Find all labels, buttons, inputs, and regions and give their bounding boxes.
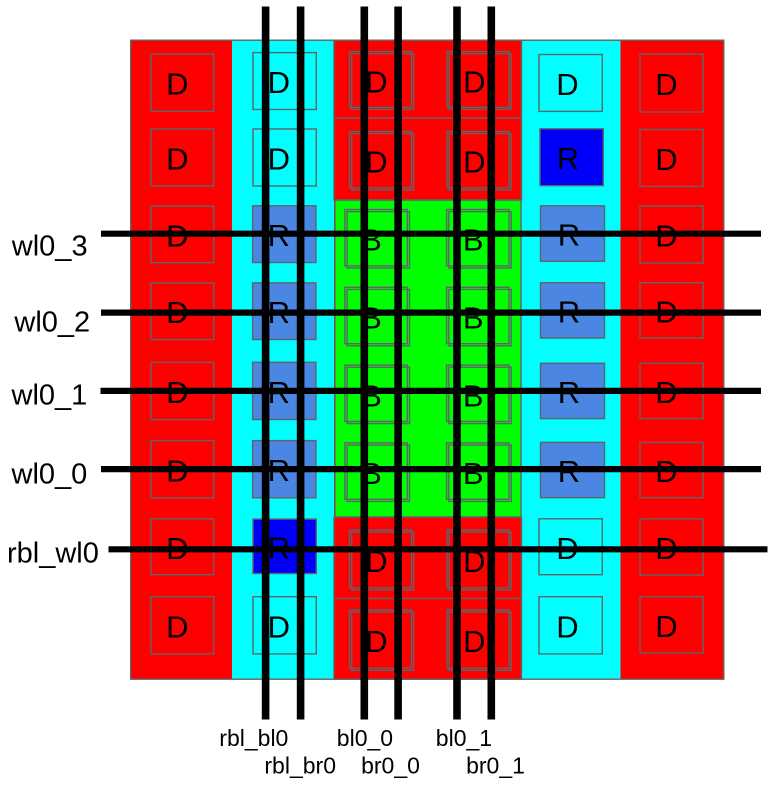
svg-text:D: D xyxy=(365,624,387,659)
svg-text:D: D xyxy=(463,624,485,659)
svg-text:br0_0: br0_0 xyxy=(361,752,420,778)
svg-text:D: D xyxy=(268,142,290,177)
svg-text:B: B xyxy=(463,223,484,258)
svg-text:D: D xyxy=(655,67,677,102)
svg-text:D: D xyxy=(556,609,578,644)
svg-text:D: D xyxy=(463,544,485,579)
svg-text:B: B xyxy=(463,301,484,336)
svg-text:B: B xyxy=(463,456,484,491)
svg-text:D: D xyxy=(655,142,677,177)
svg-text:D: D xyxy=(463,145,485,180)
svg-text:D: D xyxy=(463,65,485,100)
svg-text:B: B xyxy=(463,378,484,413)
svg-text:wl0_2: wl0_2 xyxy=(13,306,90,338)
svg-text:R: R xyxy=(557,141,579,176)
svg-text:D: D xyxy=(166,67,188,102)
svg-text:bl0_1: bl0_1 xyxy=(436,725,492,751)
svg-text:bl0_0: bl0_0 xyxy=(337,725,393,751)
svg-text:rbl_br0: rbl_br0 xyxy=(264,752,336,778)
svg-text:wl0_1: wl0_1 xyxy=(11,380,88,412)
svg-text:rbl_wl0: rbl_wl0 xyxy=(7,537,99,569)
svg-text:rbl_bl0: rbl_bl0 xyxy=(219,725,288,751)
svg-text:D: D xyxy=(556,67,578,102)
svg-text:D: D xyxy=(268,65,290,100)
svg-text:D: D xyxy=(268,609,290,644)
svg-text:D: D xyxy=(166,142,188,177)
svg-text:br0_1: br0_1 xyxy=(466,752,525,778)
svg-text:D: D xyxy=(655,609,677,644)
svg-text:D: D xyxy=(365,145,387,180)
svg-text:wl0_3: wl0_3 xyxy=(11,230,88,262)
svg-text:wl0_0: wl0_0 xyxy=(11,458,88,490)
svg-text:D: D xyxy=(166,609,188,644)
svg-text:D: D xyxy=(365,65,387,100)
svg-text:D: D xyxy=(365,544,387,579)
